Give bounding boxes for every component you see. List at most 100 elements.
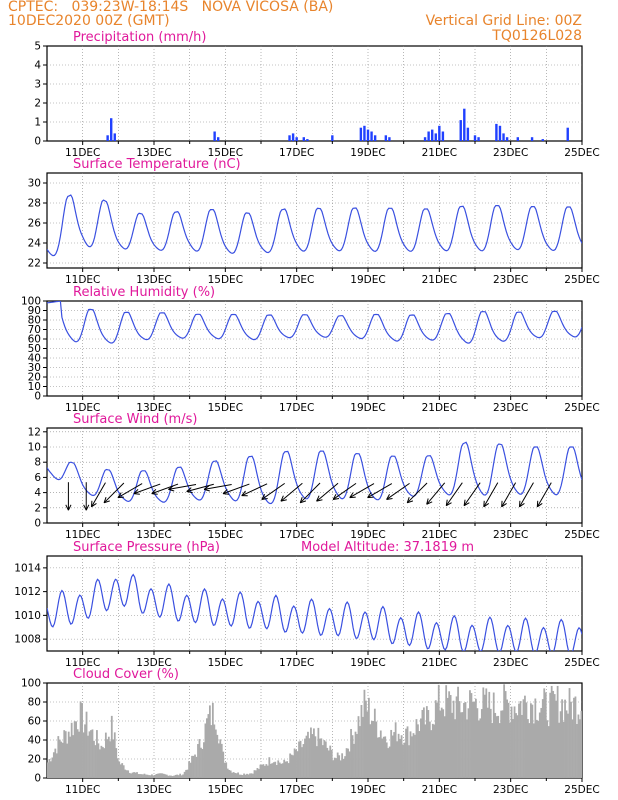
cloud-bar	[259, 764, 262, 778]
x-tick-label: 21DEC	[422, 529, 457, 541]
cloud-bar	[189, 762, 192, 778]
cloud-bar	[339, 760, 342, 778]
cloud-bar	[76, 729, 79, 778]
cloud-bar	[281, 763, 284, 778]
y-tick-label: 3	[34, 79, 41, 91]
cloud-bar	[491, 723, 494, 778]
cloud-bar	[275, 765, 278, 778]
wind-vector	[103, 482, 125, 504]
cloud-bar	[363, 689, 366, 778]
cloud-bar	[154, 775, 156, 778]
panel-title: Surface Wind (m/s)	[73, 412, 197, 427]
cloud-bar	[296, 751, 299, 778]
wind-arrowhead	[103, 500, 110, 504]
x-tick-label: 25DEC	[564, 784, 599, 796]
cloud-bar	[307, 731, 309, 778]
cloud-bar	[277, 760, 280, 778]
cloud-bar	[451, 712, 454, 778]
x-tick-label: 13DEC	[136, 784, 171, 796]
wind-vector	[386, 482, 410, 500]
x-tick-label: 13DEC	[136, 147, 171, 159]
cloud-bar	[421, 709, 424, 778]
x-tick-label: 15DEC	[208, 274, 243, 286]
x-tick-label: 15DEC	[208, 147, 243, 159]
panel-title: Surface Temperature (nC)	[73, 157, 241, 172]
cloud-bar	[579, 719, 581, 778]
cloud-bar	[381, 738, 384, 778]
cloud-bar	[393, 732, 396, 778]
cloud-bar	[379, 730, 382, 778]
cloud-bar	[424, 724, 427, 778]
cloud-bar	[152, 775, 155, 778]
series-line	[47, 441, 582, 505]
cloud-bar	[66, 743, 69, 778]
cloud-bar	[480, 709, 483, 778]
cloud-bar	[217, 743, 220, 778]
x-tick-label: 15DEC	[208, 402, 243, 414]
cloud-bar	[247, 774, 250, 778]
cloud-bar	[225, 762, 228, 778]
cloud-bar	[464, 702, 467, 778]
wind-arrowhead	[168, 488, 175, 492]
cloud-bar	[75, 721, 78, 778]
cloud-bar	[265, 764, 268, 778]
cloud-bar	[131, 772, 134, 778]
wind-arrowhead	[426, 501, 433, 505]
precip-bar	[477, 137, 480, 141]
series-line	[47, 194, 582, 257]
y-tick-label: 80	[28, 697, 41, 709]
panel-1	[43, 172, 583, 272]
x-tick-label: 13DEC	[136, 657, 171, 669]
cloud-bar	[571, 719, 574, 778]
cloud-bar	[311, 734, 314, 778]
wind-arrowhead	[386, 493, 390, 500]
cloud-bar	[125, 770, 128, 778]
panel-title: Relative Humidity (%)	[73, 285, 215, 300]
cloud-bar	[252, 773, 254, 778]
cloud-bar	[112, 739, 115, 778]
wind-arrowhead	[280, 495, 284, 502]
series-layer	[47, 441, 582, 511]
wind-arrowhead	[463, 499, 466, 506]
x-tick-label: 21DEC	[422, 402, 457, 414]
cloud-bar	[186, 769, 189, 778]
cloud-bar	[531, 704, 534, 778]
y-tick-label: 2	[34, 98, 41, 110]
cloud-bar	[214, 729, 217, 778]
cloud-bar	[418, 731, 421, 778]
cloud-bar	[170, 775, 173, 778]
wind-vector	[426, 482, 446, 505]
y-tick-label: 20	[28, 754, 41, 766]
cloud-bar	[115, 748, 118, 778]
wind-vector	[241, 483, 268, 497]
cloud-bar	[204, 723, 207, 778]
precip-bar	[106, 135, 109, 141]
cloud-bar	[241, 775, 244, 778]
cloud-bar	[226, 768, 229, 778]
cloud-bar	[194, 754, 196, 778]
wind-vector	[316, 482, 339, 502]
x-tick-label: 13DEC	[136, 274, 171, 286]
wind-arrowhead	[186, 491, 193, 494]
cloud-bar	[365, 700, 367, 778]
precip-bar	[373, 135, 377, 141]
x-tick-label: 19DEC	[350, 274, 385, 286]
y-tick-label: 30	[28, 178, 41, 190]
cloud-bar	[460, 712, 462, 778]
cloud-bar	[73, 721, 76, 778]
cloud-bar	[293, 748, 296, 778]
cloud-bar	[477, 720, 480, 778]
x-tick-label: 11DEC	[65, 147, 100, 159]
cloud-bar	[497, 715, 500, 778]
cloud-bar	[495, 716, 498, 778]
cloud-bar	[82, 732, 85, 778]
cloud-bar	[347, 748, 349, 778]
vertical-grid-note: Vertical Grid Line: 00Z	[425, 13, 582, 29]
wind-arrowhead	[91, 503, 97, 508]
cloud-bar	[90, 730, 92, 778]
cloud-bar	[284, 761, 287, 778]
cloud-bar	[67, 731, 70, 778]
x-tick-label: 19DEC	[350, 784, 385, 796]
y-tick-label: 1014	[14, 562, 41, 574]
x-tick-label: 23DEC	[493, 274, 528, 286]
